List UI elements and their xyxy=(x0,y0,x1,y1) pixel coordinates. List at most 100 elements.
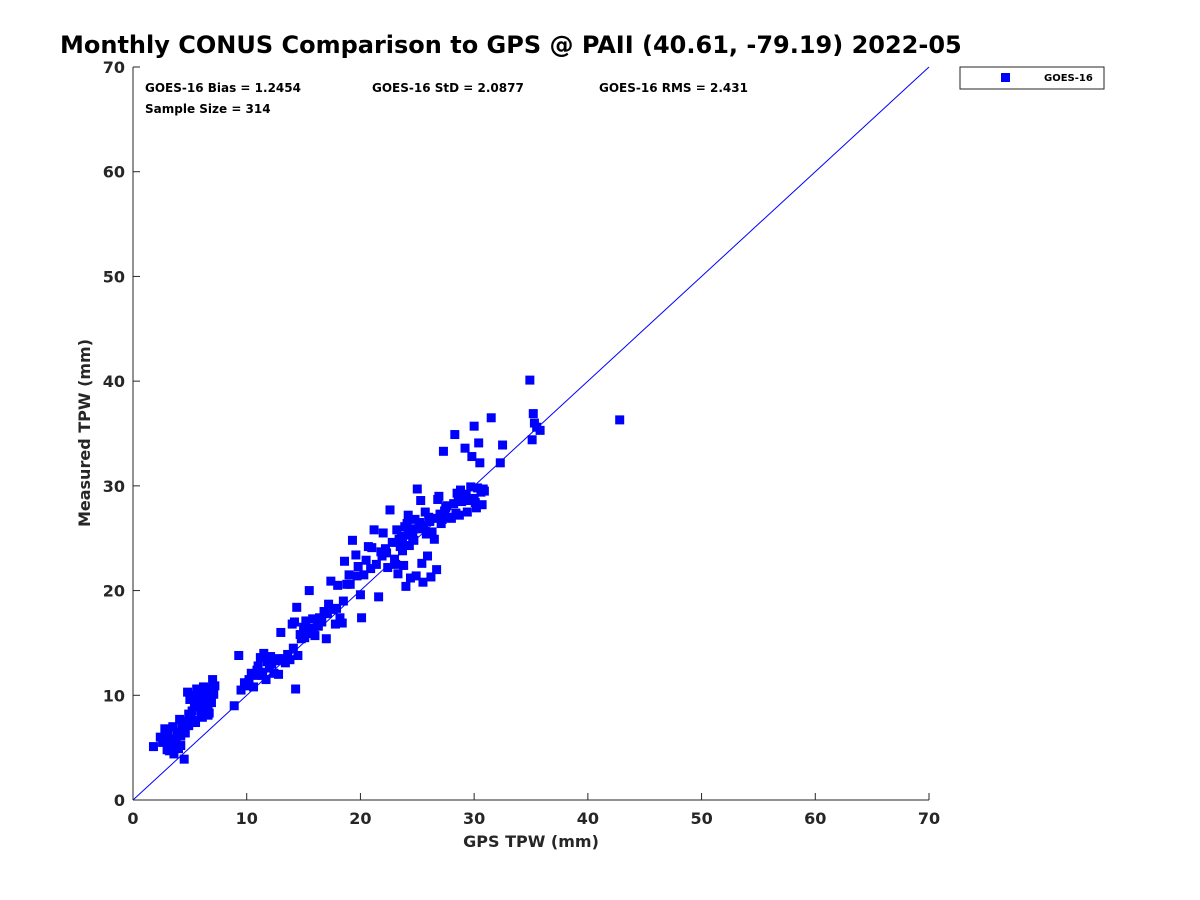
data-point xyxy=(425,516,435,526)
data-point xyxy=(188,690,198,700)
data-point xyxy=(205,694,215,704)
data-point xyxy=(367,543,377,553)
data-point xyxy=(361,555,371,565)
data-point xyxy=(229,701,239,711)
data-point xyxy=(197,712,207,722)
data-point xyxy=(498,440,508,450)
scatter-points xyxy=(148,375,625,764)
y-axis-ticks: 0 10 20 30 40 50 60 70 xyxy=(103,58,140,810)
data-point xyxy=(274,669,284,679)
data-point xyxy=(340,556,350,566)
data-point xyxy=(304,586,314,596)
data-point xyxy=(390,554,400,564)
data-point xyxy=(441,503,451,513)
data-point xyxy=(432,565,442,575)
data-point xyxy=(391,559,401,569)
data-point xyxy=(486,413,496,423)
data-point xyxy=(401,581,411,591)
data-point xyxy=(337,618,347,628)
data-point xyxy=(398,546,408,556)
data-point xyxy=(208,675,218,685)
x-tick-label: 20 xyxy=(349,809,371,828)
y-tick-label: 70 xyxy=(103,58,125,77)
legend-box xyxy=(959,66,1105,90)
data-point xyxy=(246,668,256,678)
data-point xyxy=(387,537,397,547)
x-axis-ticks: 0 10 20 30 40 50 60 70 xyxy=(127,793,940,828)
data-point xyxy=(338,596,348,606)
data-point xyxy=(191,702,201,712)
rms-annotation: GOES-16 RMS = 2.431 xyxy=(599,81,748,95)
y-tick-label: 60 xyxy=(103,163,125,182)
data-point xyxy=(419,523,429,533)
data-point xyxy=(479,486,489,496)
data-point xyxy=(438,446,448,456)
x-tick-label: 50 xyxy=(690,809,712,828)
data-point xyxy=(382,548,392,558)
data-point xyxy=(416,496,426,506)
data-point xyxy=(396,531,406,541)
data-point xyxy=(383,563,393,573)
x-tick-label: 70 xyxy=(918,809,940,828)
data-point xyxy=(455,485,465,495)
data-point xyxy=(467,452,477,462)
legend: GOES-16 xyxy=(959,66,1105,90)
data-point xyxy=(176,731,186,741)
data-point xyxy=(155,732,165,742)
data-point xyxy=(321,634,331,644)
data-point xyxy=(163,730,173,740)
data-point xyxy=(353,561,363,571)
y-axis-label: Measured TPW (mm) xyxy=(75,339,94,527)
data-point xyxy=(351,550,361,560)
data-point xyxy=(405,573,415,583)
data-point xyxy=(402,519,412,529)
data-point xyxy=(168,722,178,732)
y-tick-label: 20 xyxy=(103,582,125,601)
data-point xyxy=(352,571,362,581)
data-point xyxy=(377,551,387,561)
data-point xyxy=(410,514,420,524)
data-point xyxy=(411,571,421,581)
y-tick-label: 0 xyxy=(114,791,125,810)
data-point xyxy=(280,658,290,668)
data-point xyxy=(301,616,311,626)
data-point xyxy=(347,535,357,545)
data-point xyxy=(288,643,298,653)
legend-label-goes16: GOES-16 xyxy=(1044,73,1093,84)
data-point xyxy=(457,497,467,507)
data-point xyxy=(300,633,310,643)
data-point xyxy=(269,668,279,678)
data-point xyxy=(454,510,464,520)
x-tick-label: 30 xyxy=(463,809,485,828)
y-tick-label: 50 xyxy=(103,267,125,286)
data-point xyxy=(423,551,433,561)
data-point xyxy=(272,654,282,664)
x-tick-label: 60 xyxy=(804,809,826,828)
data-point xyxy=(309,625,319,635)
std-annotation: GOES-16 StD = 2.0877 xyxy=(372,81,524,95)
data-point xyxy=(262,657,272,667)
data-point xyxy=(469,493,479,503)
data-point xyxy=(164,746,174,756)
data-point xyxy=(385,505,395,515)
data-point xyxy=(249,682,259,692)
y-tick-label: 30 xyxy=(103,477,125,496)
data-point xyxy=(450,430,460,440)
data-point xyxy=(313,621,323,631)
data-point xyxy=(434,491,444,501)
data-point xyxy=(291,684,301,694)
data-point xyxy=(251,670,261,680)
data-point xyxy=(289,617,299,627)
data-point xyxy=(310,631,320,641)
data-point xyxy=(243,680,253,690)
data-point xyxy=(333,580,343,590)
data-point xyxy=(495,458,505,468)
data-point xyxy=(466,482,476,492)
data-point xyxy=(392,525,402,535)
data-point xyxy=(195,699,205,709)
data-point xyxy=(266,652,276,662)
data-point xyxy=(166,736,176,746)
data-point xyxy=(410,524,420,534)
data-point xyxy=(366,564,376,574)
data-point xyxy=(283,649,293,659)
